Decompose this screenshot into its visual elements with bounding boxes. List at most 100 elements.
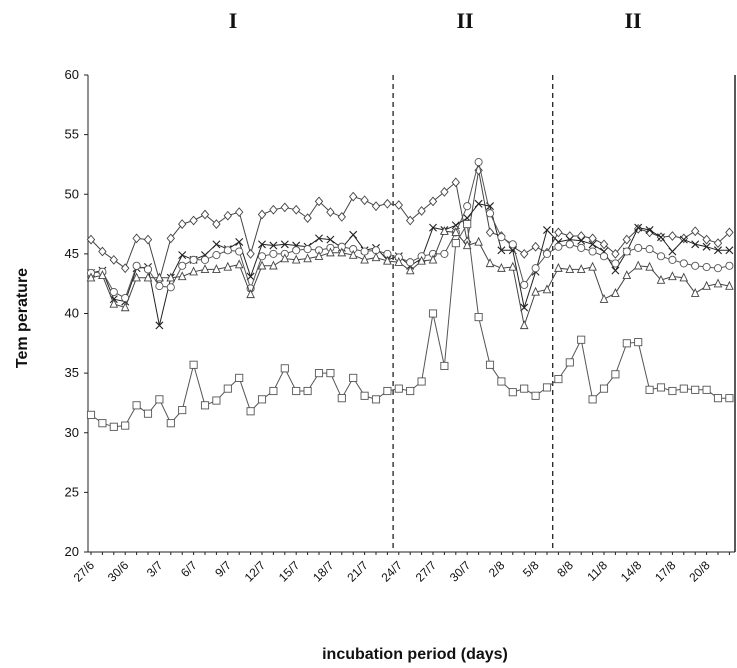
data-point	[611, 266, 620, 275]
x-tick-label: 11/8	[584, 558, 610, 584]
data-point	[451, 239, 460, 248]
data-point	[212, 219, 221, 229]
data-point	[212, 264, 221, 274]
data-point	[178, 219, 187, 229]
data-point	[622, 270, 632, 279]
data-point	[543, 226, 551, 235]
data-point	[315, 234, 323, 243]
data-point	[657, 233, 665, 242]
data-point	[280, 240, 289, 249]
data-point	[588, 395, 597, 404]
data-point	[668, 271, 677, 281]
y-tick-label: 55	[65, 127, 79, 142]
data-point	[360, 391, 369, 400]
data-point	[725, 261, 734, 270]
axes	[87, 75, 736, 553]
data-point	[611, 370, 620, 379]
data-point	[349, 230, 358, 239]
data-point	[246, 248, 255, 259]
data-point	[429, 223, 437, 232]
data-point	[679, 235, 688, 244]
data-point	[109, 298, 119, 308]
series-layer	[86, 158, 734, 431]
x-tick-label: 8/8	[554, 558, 576, 580]
series-square	[86, 220, 734, 431]
data-point	[155, 282, 164, 291]
y-tick-label: 30	[65, 425, 79, 440]
data-point	[326, 369, 335, 378]
data-point	[166, 272, 176, 282]
y-tick-label: 50	[65, 186, 79, 201]
data-point	[166, 283, 175, 292]
data-point	[576, 264, 586, 274]
x-tick-label: 27/7	[413, 558, 440, 585]
data-point	[725, 227, 734, 238]
data-point	[599, 293, 609, 303]
data-point	[348, 249, 358, 259]
data-point	[235, 247, 244, 256]
data-point	[497, 377, 506, 386]
x-tick-label: 6/7	[178, 558, 200, 580]
data-point	[223, 210, 232, 221]
data-point	[314, 251, 324, 260]
data-point	[679, 259, 688, 268]
data-point	[212, 396, 221, 405]
data-point	[98, 246, 107, 257]
data-point	[531, 391, 540, 400]
y-tick-label: 60	[65, 67, 79, 82]
data-point	[98, 270, 107, 279]
data-point	[98, 419, 107, 428]
data-point	[668, 255, 677, 264]
data-point	[474, 313, 483, 322]
data-point	[713, 264, 723, 273]
data-point	[440, 225, 449, 235]
data-point	[223, 384, 232, 393]
data-point	[634, 338, 643, 347]
data-point	[280, 364, 289, 373]
x-tick-labels: 27/6 30/6 3/7 6/7 9/7 12/7 15/7 18/7 21/7 24/7 27/…	[71, 552, 730, 585]
data-point	[691, 240, 700, 249]
data-point	[212, 251, 221, 260]
data-point	[599, 252, 609, 261]
period-dividers	[392, 75, 554, 552]
data-point	[531, 241, 540, 252]
data-point	[337, 212, 346, 222]
data-point	[713, 394, 723, 403]
data-point	[189, 215, 198, 226]
data-point	[542, 383, 552, 392]
data-point	[485, 209, 495, 218]
data-point	[257, 395, 267, 404]
y-tick-label: 45	[65, 246, 79, 261]
data-point	[314, 369, 324, 378]
data-point	[645, 385, 654, 394]
data-point	[474, 236, 483, 246]
x-tick-label: 18/7	[310, 558, 337, 585]
x-tick-label: 21/7	[344, 558, 371, 585]
data-point	[622, 247, 631, 256]
data-point	[246, 289, 255, 299]
data-point	[303, 213, 312, 223]
data-point	[303, 245, 312, 254]
data-point	[406, 215, 415, 226]
data-point	[440, 249, 449, 258]
data-point	[599, 239, 609, 250]
x-tick-label: 9/7	[212, 558, 234, 580]
data-point	[303, 253, 312, 263]
data-point	[725, 246, 734, 255]
data-point	[109, 254, 118, 265]
data-point	[451, 227, 461, 237]
data-point	[155, 272, 164, 282]
x-tick-label: 15/7	[276, 558, 303, 585]
series-line	[90, 230, 730, 328]
data-point	[463, 202, 472, 211]
data-point	[360, 195, 369, 206]
data-point	[474, 165, 483, 176]
data-point	[280, 253, 290, 263]
data-point	[383, 255, 392, 265]
data-point	[166, 233, 175, 244]
data-point	[246, 272, 255, 281]
x-tick-label: 17/8	[652, 558, 679, 585]
data-point	[212, 240, 221, 249]
data-point	[656, 383, 666, 392]
data-point	[406, 258, 415, 267]
